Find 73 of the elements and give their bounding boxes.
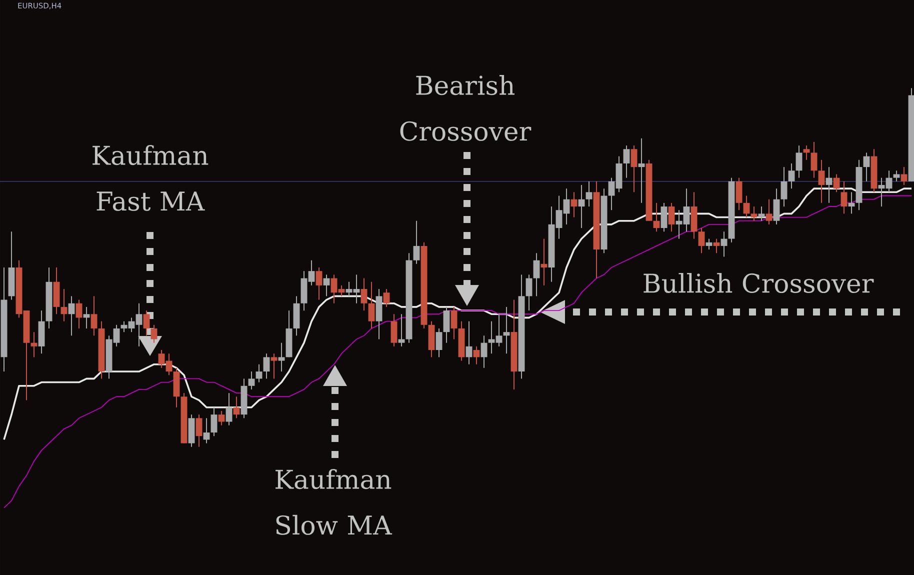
candlestick	[203, 418, 210, 444]
candlestick	[450, 306, 458, 340]
candlestick	[780, 166, 788, 207]
candlestick	[766, 198, 772, 225]
candlestick	[413, 220, 420, 264]
candlestick	[803, 145, 810, 160]
candlestick	[60, 288, 68, 322]
candlestick	[863, 152, 870, 182]
candlestick	[698, 228, 705, 254]
candlestick	[848, 192, 855, 214]
candlestick	[788, 162, 795, 190]
candlestick	[630, 145, 638, 193]
candlestick	[833, 174, 840, 193]
annotation: Bullish Crossover	[644, 272, 874, 294]
candlestick	[316, 266, 322, 300]
candlestick	[398, 314, 405, 347]
candlestick	[526, 274, 532, 312]
candlestick	[226, 392, 232, 426]
candlestick	[660, 202, 668, 232]
candlestick	[840, 180, 848, 214]
candlestick	[503, 306, 510, 354]
candlestick	[623, 145, 630, 178]
candlestick	[30, 332, 38, 358]
candlestick	[368, 281, 375, 329]
candlestick	[810, 141, 818, 178]
candlestick	[586, 180, 592, 207]
candlestick	[773, 188, 780, 225]
annotation: Bearish Crossover	[400, 75, 532, 141]
candlestick	[533, 252, 540, 297]
candlestick	[473, 346, 480, 365]
candlestick	[713, 238, 720, 254]
candlestick	[323, 274, 330, 297]
candlestick	[578, 184, 585, 229]
candlestick	[360, 278, 368, 312]
candlestick	[83, 306, 90, 329]
candlestick	[248, 371, 255, 390]
candlestick	[436, 328, 442, 358]
candlestick	[893, 170, 900, 182]
candlestick	[736, 177, 742, 211]
candlestick	[270, 353, 278, 380]
candlestick	[480, 335, 488, 368]
candlestick	[796, 145, 802, 178]
candlestick	[263, 353, 270, 380]
candlestick	[758, 206, 765, 222]
candlestick	[68, 296, 75, 336]
candlestick	[653, 202, 660, 232]
candlestick	[256, 364, 262, 383]
candlestick	[706, 238, 712, 250]
candlestick	[720, 231, 728, 258]
candlestick	[90, 296, 98, 336]
candlestick	[668, 202, 675, 232]
candlestick	[570, 192, 578, 218]
candlestick	[443, 306, 450, 344]
candlestick	[143, 310, 150, 336]
candlestick	[826, 166, 832, 204]
candlestick	[540, 238, 548, 286]
candlestick	[638, 138, 645, 204]
candlestick	[750, 206, 758, 222]
candlestick	[743, 195, 750, 218]
candlestick	[196, 414, 202, 448]
candlestick	[150, 324, 158, 344]
annotation: Kaufman Fast MA	[92, 145, 208, 211]
candlestick	[383, 288, 390, 308]
candlestick	[278, 342, 285, 372]
candlestick	[210, 406, 218, 437]
candlestick	[466, 320, 472, 365]
candlestick	[390, 314, 398, 347]
candlestick	[818, 159, 825, 204]
text: Kaufman Slow MA	[276, 469, 392, 535]
candlestick	[76, 299, 82, 329]
candlestick	[218, 410, 225, 426]
candlestick	[900, 166, 908, 186]
candlestick	[233, 396, 240, 419]
